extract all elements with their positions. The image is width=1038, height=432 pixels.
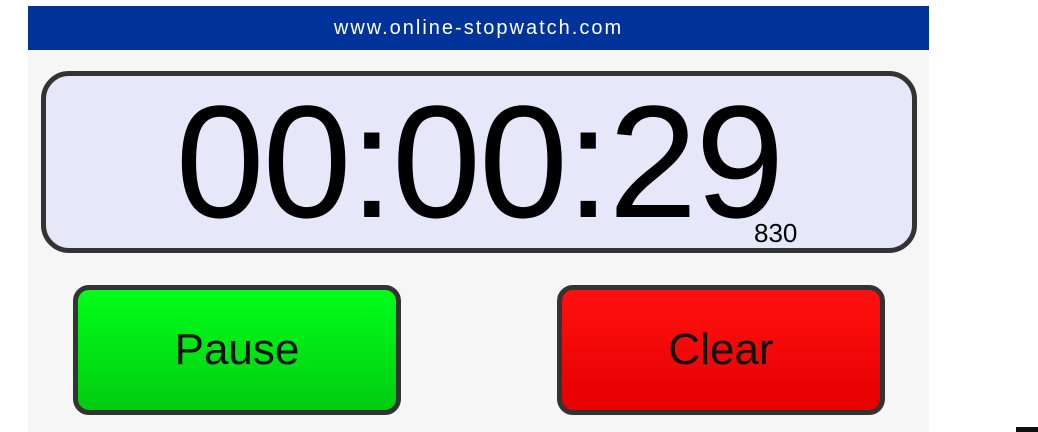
site-banner[interactable]: www.online-stopwatch.com: [28, 6, 929, 50]
elapsed-milliseconds: 830: [754, 218, 798, 248]
pause-button[interactable]: Pause: [73, 285, 401, 415]
time-display: 00:00:29 830: [41, 71, 917, 253]
stopwatch-app: www.online-stopwatch.com 00:00:29 830 Pa…: [28, 6, 929, 432]
clear-button[interactable]: Clear: [557, 285, 885, 415]
elapsed-time: 00:00:29: [175, 72, 785, 251]
corner-edge-mark: [1016, 427, 1038, 432]
